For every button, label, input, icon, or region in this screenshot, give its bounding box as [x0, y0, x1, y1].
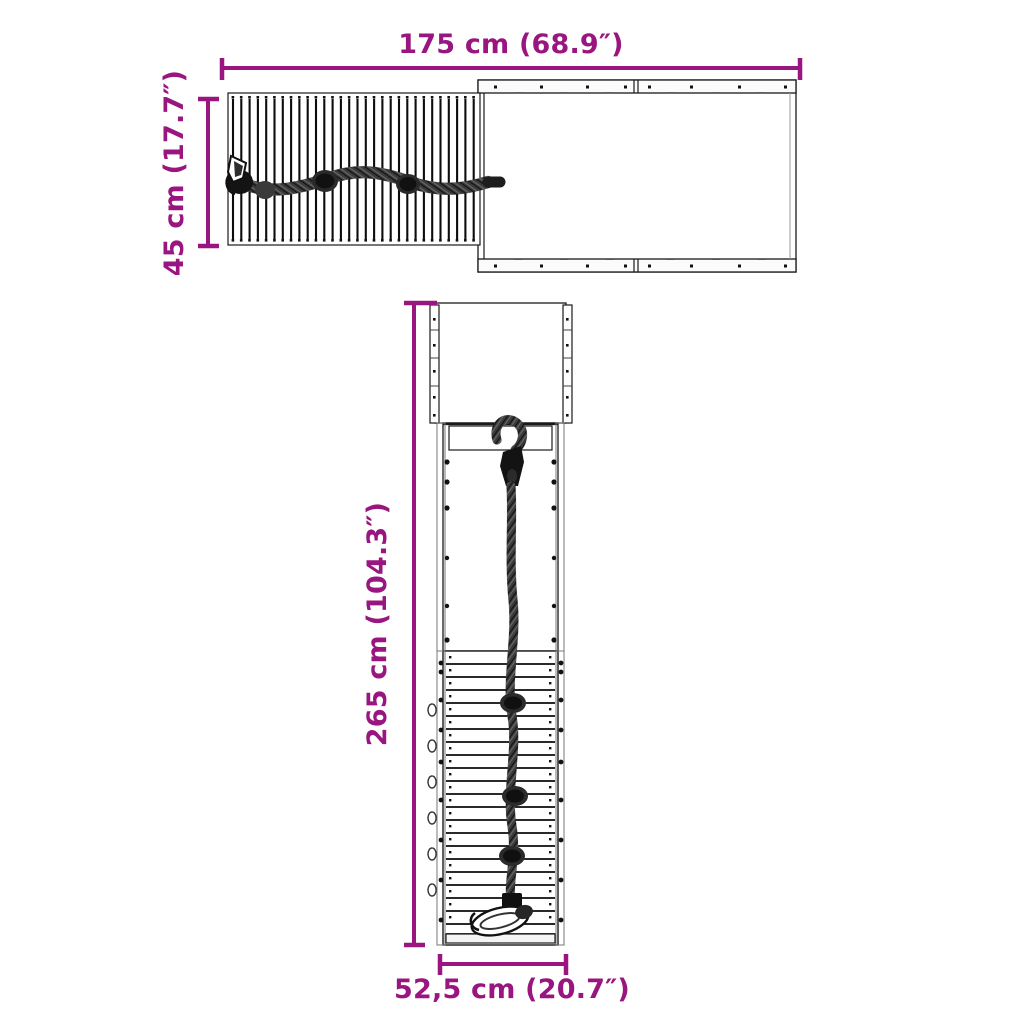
mid-post-bolt-holes: [444, 459, 557, 643]
dimension-label-bottom-height: 265 cm (104.3″): [362, 502, 393, 746]
ladder-left-post: [436, 650, 446, 946]
carabiner-icon: [225, 154, 248, 196]
slat-group: [231, 99, 475, 239]
ladder-rungs: [427, 650, 565, 946]
rope-horizontal: [225, 154, 506, 199]
dimension-top-width: [219, 58, 803, 80]
platform-screw-dots: [494, 85, 787, 268]
dimension-top-height: [198, 96, 219, 249]
upper-right-post: [562, 304, 573, 424]
upper-frame-box: [429, 302, 573, 424]
platform-rail-ticks: [514, 92, 766, 260]
dimension-label-top-width: 175 cm (68.9″): [398, 29, 623, 60]
rope-knot: [255, 181, 275, 199]
carabiner-top-icon: [500, 446, 524, 486]
rope-vertical: [469, 414, 533, 937]
upper-left-post: [429, 304, 440, 424]
dimension-bottom-width: [437, 954, 569, 975]
upper-post-seams: [430, 329, 572, 387]
slat-screw-dots: [231, 96, 475, 242]
mid-open-frame: [436, 422, 565, 652]
rope-bottom-block: [502, 893, 522, 909]
top-plan-view: [198, 58, 803, 273]
left-bracket-hooks: [427, 703, 437, 897]
platform-top-rail: [477, 79, 797, 94]
platform-bottom-rail: [477, 258, 797, 273]
front-elevation-view: [404, 300, 573, 975]
ladder-post-bolts: [438, 660, 564, 923]
platform-panel: [477, 79, 797, 273]
upper-post-bolts: [433, 318, 569, 417]
dimension-label-top-height: 45 cm (17.7″): [159, 70, 190, 276]
dimension-bottom-height: [404, 300, 437, 948]
dimension-label-bottom-width: 52,5 cm (20.7″): [394, 974, 630, 1005]
ladder-right-post: [555, 650, 565, 946]
carabiner-bottom-icon: [469, 904, 533, 937]
